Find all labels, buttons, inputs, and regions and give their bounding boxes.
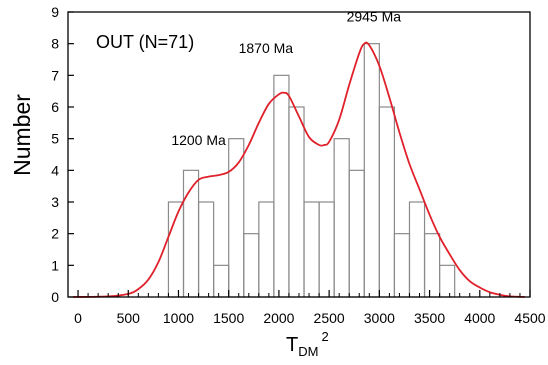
peak-annotation: 2945 Ma bbox=[347, 9, 402, 25]
y-tick-label: 4 bbox=[51, 162, 59, 178]
histogram-bar bbox=[197, 201, 215, 298]
histogram-bar bbox=[393, 233, 411, 298]
x-tick-label: 4000 bbox=[464, 310, 495, 326]
x-tick-label: 2000 bbox=[263, 310, 294, 326]
histogram-bar bbox=[348, 169, 365, 298]
y-axis-label: Number bbox=[9, 94, 35, 176]
chart-title: OUT (N=71) bbox=[96, 32, 194, 52]
histogram-bar bbox=[258, 201, 275, 298]
x-axis-label-superscript: 2 bbox=[321, 329, 328, 344]
histogram-bar bbox=[243, 233, 260, 298]
y-tick-label: 7 bbox=[51, 67, 59, 83]
y-tick-label: 8 bbox=[51, 36, 59, 52]
curve-layer bbox=[73, 41, 526, 298]
x-tick-label: 0 bbox=[74, 310, 82, 326]
histogram-bar bbox=[408, 201, 426, 298]
density-curve bbox=[73, 41, 526, 298]
histogram-bar bbox=[439, 264, 456, 298]
histogram-bar bbox=[363, 43, 380, 298]
x-axis-label-subscript: DM bbox=[298, 344, 318, 359]
x-tick-label: 3000 bbox=[364, 310, 395, 326]
histogram-bar bbox=[378, 106, 396, 298]
x-axis-label: TDM2 bbox=[286, 329, 329, 359]
y-tick-label: 1 bbox=[51, 257, 59, 273]
histogram-bar bbox=[333, 138, 350, 298]
x-tick-label: 2500 bbox=[314, 310, 345, 326]
y-tick-label: 2 bbox=[51, 226, 59, 242]
x-tick-label: 4500 bbox=[514, 310, 545, 326]
histogram-bar bbox=[228, 138, 245, 298]
axes-layer: 0 1 2 3 4 5 6 7 8 9 0 500 1000 1500 2000 2500 3000 3500 40… bbox=[51, 4, 546, 326]
y-tick-label: 5 bbox=[51, 131, 59, 147]
y-tick-label: 3 bbox=[51, 194, 59, 210]
histogram-bar bbox=[318, 201, 335, 298]
x-tick-label: 500 bbox=[117, 310, 141, 326]
histogram-bar bbox=[423, 233, 441, 298]
x-tick-label: 3500 bbox=[414, 310, 445, 326]
x-tick-label: 1000 bbox=[163, 310, 194, 326]
histogram-bar bbox=[303, 201, 320, 298]
histogram-bar bbox=[288, 106, 305, 298]
y-tick-label: 0 bbox=[51, 289, 59, 305]
x-tick-label: 1500 bbox=[213, 310, 244, 326]
peak-annotation: 1200 Ma bbox=[171, 132, 226, 148]
peak-annotation: 1870 Ma bbox=[239, 40, 294, 56]
histogram-bar bbox=[213, 264, 230, 298]
y-tick-label: 9 bbox=[51, 4, 59, 20]
histogram-bar bbox=[273, 74, 290, 298]
y-tick-label: 6 bbox=[51, 99, 59, 115]
plot-frame bbox=[67, 11, 531, 298]
x-axis-label-main: T bbox=[286, 334, 298, 356]
